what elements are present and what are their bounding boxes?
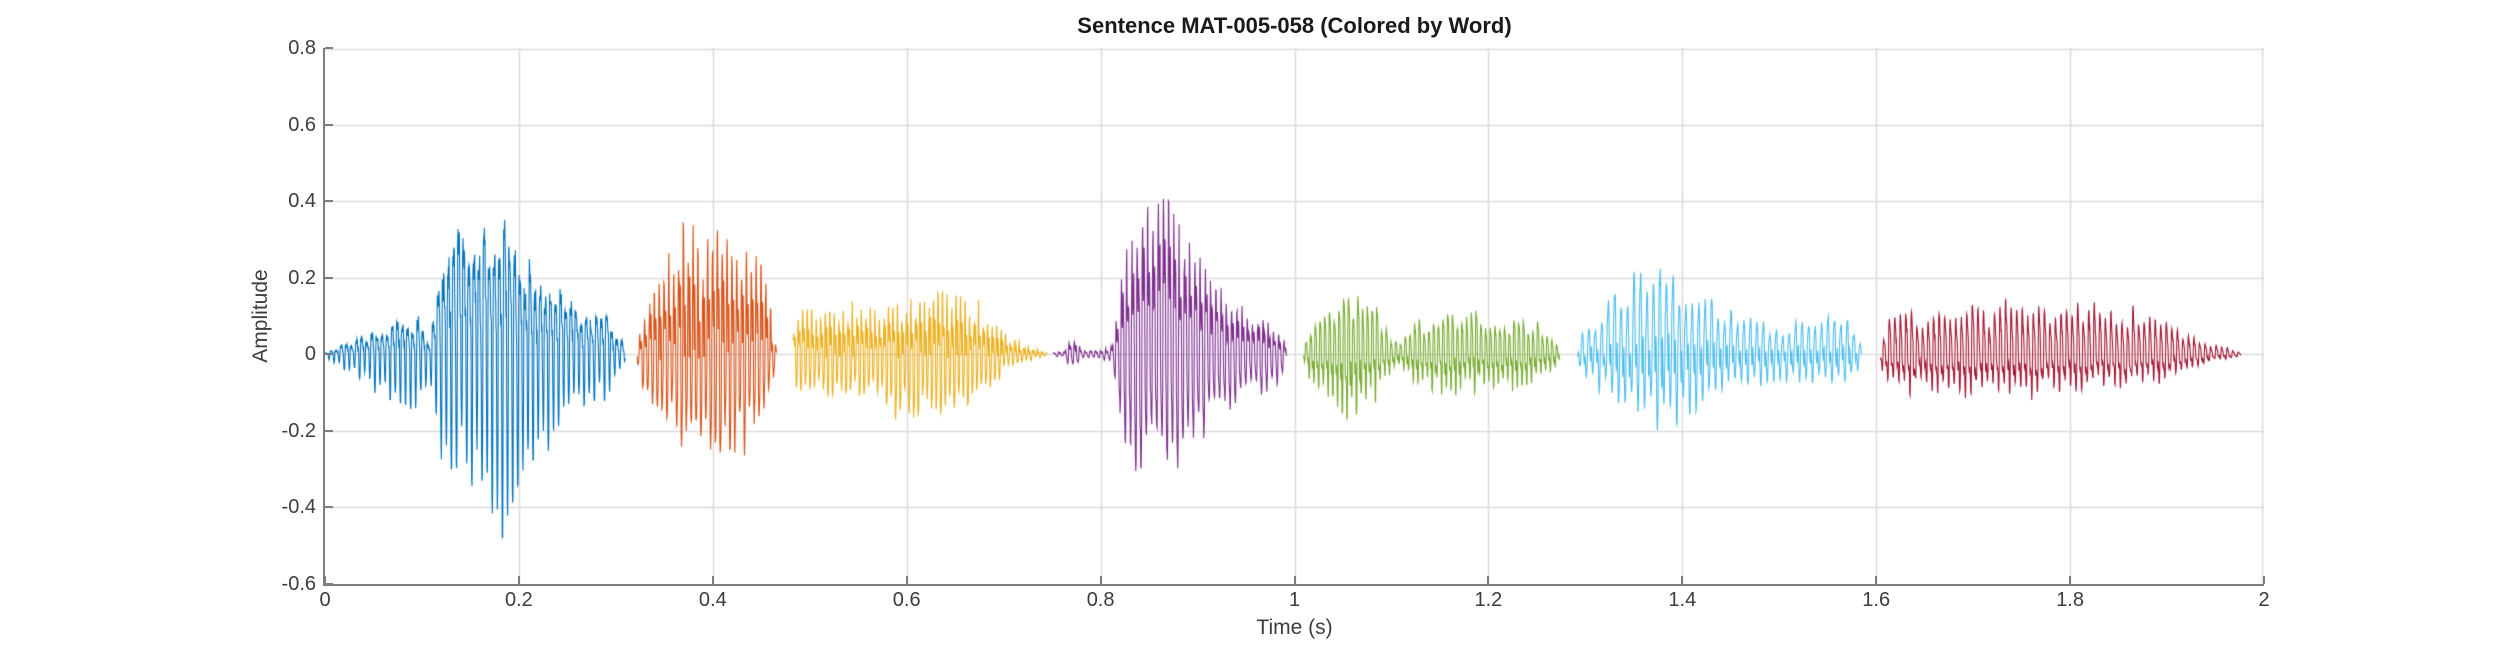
y-tick-label: 0 [304, 343, 316, 366]
x-tick-label: 1.8 [2056, 589, 2084, 611]
y-tick-mark [325, 200, 333, 202]
x-tick-label: 1.6 [1862, 589, 1891, 611]
x-tick-label: 0.4 [698, 589, 727, 611]
x-axis-line [323, 584, 2264, 586]
x-axis-label: Time (s) [1256, 616, 1333, 639]
y-tick-mark [325, 506, 333, 508]
x-tick-mark [712, 576, 714, 584]
x-tick-label: 1.2 [1474, 589, 1503, 611]
x-tick-label: 2 [2258, 589, 2270, 611]
y-tick-label: -0.6 [281, 573, 316, 595]
x-tick-mark [2263, 576, 2265, 584]
x-tick-label: 0.8 [1086, 589, 1115, 611]
x-tick-label: 1.4 [1668, 589, 1697, 611]
y-tick-label: 0.6 [288, 113, 316, 136]
y-tick-mark [325, 583, 333, 585]
x-tick-mark [1681, 576, 1683, 584]
y-tick-label: -0.4 [281, 496, 316, 519]
x-tick-mark [1100, 576, 1102, 584]
x-tick-mark [324, 576, 326, 584]
x-tick-label: 0.2 [504, 589, 533, 611]
chart-title: Sentence MAT-005-058 (Colored by Word) [1077, 13, 1512, 38]
y-tick-mark [325, 277, 333, 279]
y-tick-label: 0.2 [288, 266, 316, 289]
plot-area [323, 47, 2265, 586]
x-tick-label: 0.6 [892, 589, 921, 611]
y-tick-mark [325, 353, 333, 355]
x-tick-mark [518, 576, 520, 584]
y-axis-line [323, 48, 325, 586]
y-tick-mark [325, 430, 333, 432]
x-tick-mark [1875, 576, 1877, 584]
x-tick-mark [2069, 576, 2071, 584]
y-tick-label: 0.4 [288, 190, 316, 213]
x-tick-mark [1487, 576, 1489, 584]
waveform-canvas [325, 48, 2264, 584]
y-tick-mark [325, 47, 333, 49]
x-tick-mark [906, 576, 908, 584]
x-tick-label: 1 [1288, 589, 1301, 611]
x-tick-label: 0 [319, 589, 331, 611]
x-tick-mark [1294, 576, 1296, 584]
y-tick-mark [325, 124, 333, 126]
y-tick-label: -0.2 [281, 419, 316, 442]
y-tick-label: 0.8 [288, 37, 316, 59]
